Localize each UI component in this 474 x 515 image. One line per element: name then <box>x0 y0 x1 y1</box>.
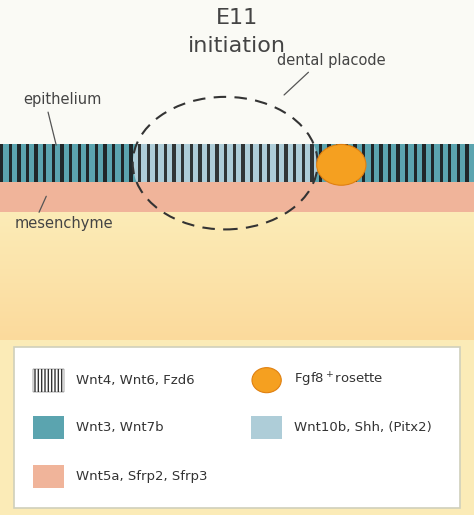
Bar <box>155 145 158 182</box>
Bar <box>422 145 426 182</box>
Bar <box>388 145 391 182</box>
Text: dental placode: dental placode <box>277 53 386 68</box>
Bar <box>129 145 133 182</box>
Text: mesenchyme: mesenchyme <box>14 216 113 231</box>
Ellipse shape <box>252 368 281 393</box>
Bar <box>241 145 245 182</box>
Bar <box>216 145 219 182</box>
Bar <box>405 145 409 182</box>
Bar <box>233 145 236 182</box>
Bar <box>43 145 46 182</box>
Bar <box>133 145 318 182</box>
Bar <box>146 145 150 182</box>
Bar <box>362 145 365 182</box>
Bar <box>276 145 279 182</box>
Text: Fgf8$^+$rosette: Fgf8$^+$rosette <box>294 371 383 389</box>
Bar <box>164 145 167 182</box>
Text: Wnt5a, Sfrp2, Sfrp3: Wnt5a, Sfrp2, Sfrp3 <box>76 470 207 483</box>
Bar <box>155 145 158 182</box>
Bar <box>9 145 12 182</box>
Bar <box>129 145 133 182</box>
Bar <box>258 145 262 182</box>
Text: initiation: initiation <box>188 36 286 56</box>
Bar <box>173 145 176 182</box>
Bar <box>250 145 253 182</box>
Bar <box>112 145 115 182</box>
Bar <box>233 145 236 182</box>
Bar <box>319 145 322 182</box>
Bar <box>146 145 150 182</box>
Bar <box>457 145 460 182</box>
Bar <box>379 145 383 182</box>
Bar <box>301 145 305 182</box>
Bar <box>33 369 64 391</box>
Bar <box>198 145 201 182</box>
Bar <box>95 145 98 182</box>
Bar <box>328 145 331 182</box>
Bar <box>173 145 176 182</box>
Bar <box>224 145 228 182</box>
Bar <box>310 145 314 182</box>
Bar <box>190 145 193 182</box>
Bar <box>17 145 20 182</box>
Bar <box>86 145 90 182</box>
Bar <box>465 145 469 182</box>
Bar <box>250 145 253 182</box>
Bar <box>371 145 374 182</box>
Bar <box>251 416 282 439</box>
Bar <box>26 145 29 182</box>
Bar <box>181 145 184 182</box>
Bar <box>310 145 314 182</box>
FancyBboxPatch shape <box>14 347 460 508</box>
Bar <box>301 145 305 182</box>
Bar <box>448 145 451 182</box>
Bar <box>293 145 296 182</box>
Bar <box>69 145 72 182</box>
Bar <box>207 145 210 182</box>
Bar <box>293 145 296 182</box>
Bar <box>35 145 38 182</box>
Bar <box>216 145 219 182</box>
Text: Wnt3, Wnt7b: Wnt3, Wnt7b <box>76 421 164 434</box>
Bar <box>207 145 210 182</box>
Bar <box>52 145 55 182</box>
Text: epithelium: epithelium <box>24 92 102 107</box>
Bar <box>241 145 245 182</box>
Bar <box>33 416 64 439</box>
Bar <box>0 145 3 182</box>
Bar <box>78 145 81 182</box>
Bar <box>284 145 288 182</box>
Bar <box>181 145 184 182</box>
Bar <box>164 145 167 182</box>
Bar <box>198 145 201 182</box>
Bar <box>431 145 434 182</box>
Bar <box>319 145 322 182</box>
Text: E11: E11 <box>216 9 258 28</box>
Text: Wnt4, Wnt6, Fzd6: Wnt4, Wnt6, Fzd6 <box>76 374 194 387</box>
Text: Wnt10b, Shh, (Pitx2): Wnt10b, Shh, (Pitx2) <box>294 421 432 434</box>
Bar <box>60 145 64 182</box>
Bar <box>33 465 64 488</box>
Ellipse shape <box>317 144 366 185</box>
Bar <box>258 145 262 182</box>
Bar <box>138 145 141 182</box>
Bar <box>267 145 271 182</box>
Bar <box>439 145 443 182</box>
Bar <box>396 145 400 182</box>
Bar <box>0 145 474 182</box>
Bar <box>276 145 279 182</box>
Bar <box>190 145 193 182</box>
Bar <box>267 145 271 182</box>
Bar <box>103 145 107 182</box>
Bar <box>284 145 288 182</box>
Bar <box>336 145 339 182</box>
Bar <box>414 145 417 182</box>
Bar <box>353 145 356 182</box>
Bar <box>345 145 348 182</box>
Bar <box>0 182 474 212</box>
Bar <box>138 145 141 182</box>
Bar <box>121 145 124 182</box>
Bar <box>224 145 228 182</box>
